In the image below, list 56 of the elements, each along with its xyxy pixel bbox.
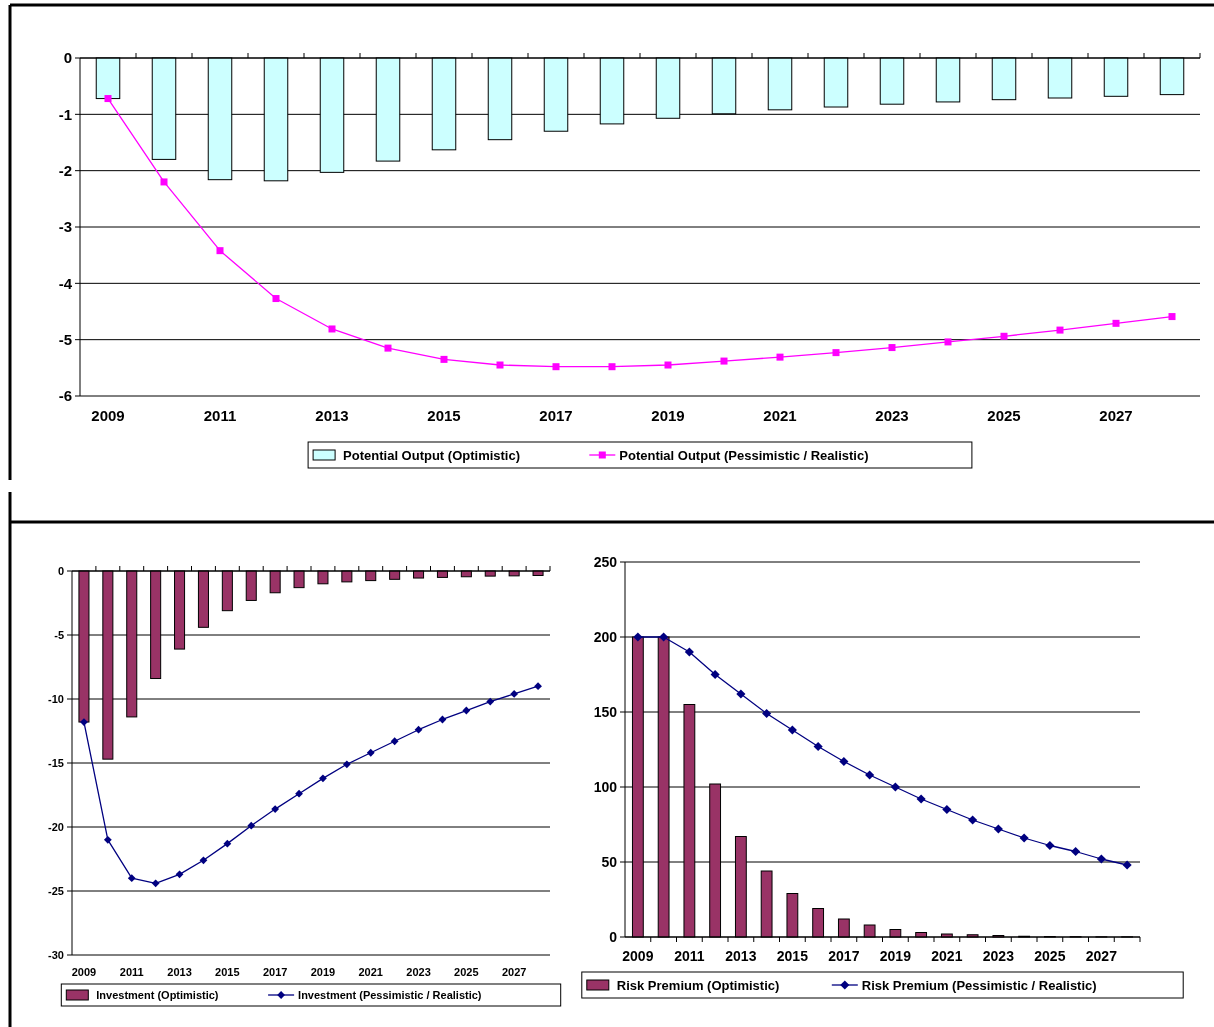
y-tick-label: -1 <box>58 105 72 123</box>
y-tick-label: -6 <box>58 387 72 405</box>
y-tick-label: 0 <box>63 49 72 67</box>
y-tick-label: -2 <box>58 161 72 179</box>
y-tick-label: -10 <box>48 692 64 705</box>
y-tick-label: 100 <box>593 778 618 795</box>
x-tick-label: 2027 <box>1085 948 1118 964</box>
y-tick-label: -3 <box>58 218 72 236</box>
y-tick-label: -25 <box>48 884 64 897</box>
y-tick-label: 50 <box>601 853 618 870</box>
x-tick-label: 2011 <box>674 948 705 964</box>
y-tick-label: -5 <box>54 628 64 641</box>
x-tick-label: 2019 <box>310 966 336 978</box>
legend-label: Risk Premium (Pessimistic / Realistic) <box>861 977 1097 993</box>
y-tick-label: 150 <box>593 703 618 720</box>
x-tick-label: 2025 <box>1034 948 1066 964</box>
y-tick-label: -5 <box>58 330 72 348</box>
x-tick-label: 2027 <box>501 966 527 978</box>
x-tick-label: 2013 <box>315 407 349 424</box>
y-tick-label: -15 <box>48 756 64 769</box>
y-tick-label: 0 <box>57 564 64 577</box>
x-tick-label: 2023 <box>406 966 431 978</box>
x-tick-label: 2025 <box>987 407 1021 424</box>
x-tick-label: 2021 <box>358 966 383 978</box>
y-tick-label: -20 <box>48 820 64 833</box>
x-tick-label: 2025 <box>454 966 479 978</box>
x-tick-label: 2013 <box>167 966 192 978</box>
y-tick-label: 250 <box>593 553 618 570</box>
x-tick-label: 2015 <box>427 407 461 424</box>
x-tick-label: 2013 <box>725 948 757 964</box>
x-tick-label: 2015 <box>776 948 809 964</box>
legend-label: Investment (Pessimistic / Realistic) <box>298 988 482 1001</box>
x-tick-label: 2023 <box>982 948 1015 964</box>
y-tick-label: -4 <box>58 274 73 292</box>
legend-label: Potential Output (Pessimistic / Realistic) <box>619 447 869 463</box>
x-tick-label: 2009 <box>622 948 654 964</box>
x-tick-label: 2015 <box>215 966 240 978</box>
x-tick-label: 2009 <box>91 407 125 424</box>
legend-label: Investment (Optimistic) <box>96 988 219 1001</box>
y-tick-label: 0 <box>609 928 618 945</box>
x-tick-label: 2017 <box>828 948 860 964</box>
x-tick-label: 2011 <box>203 407 237 424</box>
x-tick-label: 2009 <box>71 966 97 978</box>
x-tick-label: 2019 <box>651 407 685 424</box>
legend-label: Potential Output (Optimistic) <box>343 447 521 463</box>
x-tick-label: 2017 <box>539 407 573 424</box>
x-tick-label: 2023 <box>875 407 909 424</box>
x-tick-label: 2027 <box>1099 407 1133 424</box>
y-tick-label: -30 <box>48 948 64 961</box>
x-tick-label: 2011 <box>119 966 144 978</box>
legend-label: Risk Premium (Optimistic) <box>616 977 780 993</box>
x-tick-label: 2021 <box>763 407 797 424</box>
x-tick-label: 2021 <box>931 948 963 964</box>
y-tick-label: 200 <box>593 628 618 645</box>
x-tick-label: 2017 <box>262 966 288 978</box>
x-tick-label: 2019 <box>879 948 912 964</box>
